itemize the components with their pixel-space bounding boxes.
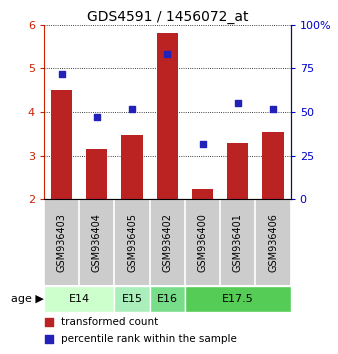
- Text: GSM936406: GSM936406: [268, 213, 278, 272]
- Text: GSM936405: GSM936405: [127, 213, 137, 272]
- Bar: [157, 33, 178, 199]
- Point: [235, 101, 241, 106]
- Bar: [227, 143, 248, 199]
- Title: GDS4591 / 1456072_at: GDS4591 / 1456072_at: [87, 10, 248, 24]
- Text: GSM936403: GSM936403: [56, 213, 67, 272]
- Text: GSM936400: GSM936400: [197, 213, 208, 272]
- Text: transformed count: transformed count: [61, 317, 159, 327]
- Bar: [51, 90, 72, 199]
- Point: [200, 141, 205, 146]
- Text: E17.5: E17.5: [222, 294, 254, 304]
- Bar: [121, 135, 143, 199]
- Bar: [263, 132, 284, 199]
- Point: [94, 114, 99, 120]
- Bar: [44, 286, 115, 313]
- Text: GSM936402: GSM936402: [162, 213, 172, 272]
- Text: percentile rank within the sample: percentile rank within the sample: [61, 334, 237, 344]
- Text: GSM936404: GSM936404: [92, 213, 102, 272]
- Text: GSM936401: GSM936401: [233, 213, 243, 272]
- Point: [46, 336, 52, 342]
- Bar: [185, 286, 291, 313]
- Bar: [115, 286, 150, 313]
- Bar: [86, 149, 107, 199]
- Point: [165, 52, 170, 57]
- Text: age ▶: age ▶: [11, 294, 44, 304]
- Text: E15: E15: [122, 294, 143, 304]
- Point: [129, 106, 135, 112]
- Point: [270, 106, 276, 112]
- Bar: [150, 286, 185, 313]
- Text: E14: E14: [69, 294, 90, 304]
- Text: E16: E16: [157, 294, 178, 304]
- Point: [59, 71, 64, 76]
- Bar: [192, 189, 213, 199]
- Point: [46, 319, 52, 325]
